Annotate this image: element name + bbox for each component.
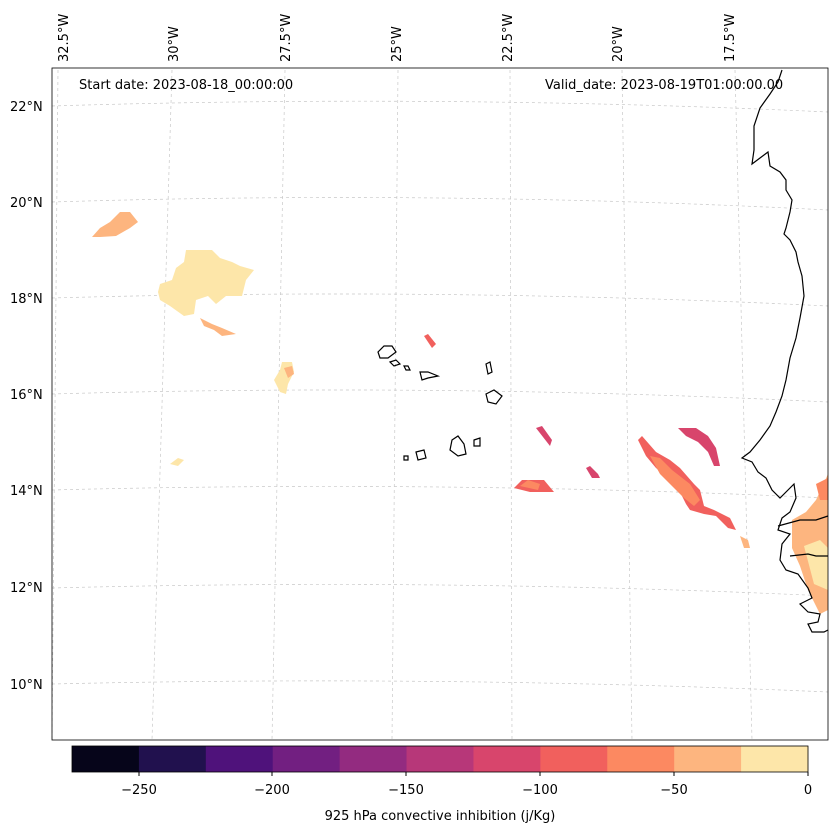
valid-date-label: Valid_date: 2023-08-19T01:00:00.00: [545, 78, 784, 93]
map-gridlines: [51, 69, 829, 741]
colorbar-segment: [741, 746, 809, 772]
lon-tick-label: 32.5°W: [57, 14, 72, 62]
lon-tick-label: 20°W: [611, 26, 626, 62]
lon-tick-label: 25°W: [390, 26, 405, 62]
lon-tick-label: 27.5°W: [279, 14, 294, 62]
colorbar-tick-label: −150: [388, 783, 424, 798]
colorbar-segment: [540, 746, 608, 772]
lat-tick-label: 10°N: [10, 678, 43, 693]
lon-tick-label: 22.5°W: [501, 14, 516, 62]
map-frame: [51, 67, 829, 741]
colorbar-ticks: −250 −200 −150 −100 −50 0: [121, 783, 812, 798]
colorbar-segment: [138, 746, 207, 772]
lon-labels: 32.5°W 30°W 27.5°W 25°W 22.5°W 20°W 17.5…: [57, 14, 738, 62]
coastlines: [377, 69, 829, 633]
colorbar-segment: [406, 746, 474, 772]
colorbar-tick-label: −200: [254, 783, 290, 798]
colorbar-segment: [72, 746, 140, 772]
west-africa-coastline: [740, 69, 829, 633]
colorbar-segment: [674, 746, 742, 772]
lat-tick-label: 18°N: [10, 292, 43, 307]
cin-patch-west: [92, 212, 138, 237]
lat-tick-label: 14°N: [10, 484, 43, 499]
colorbar-tick-label: −250: [121, 783, 157, 798]
colorbar-tick-label: −50: [660, 783, 687, 798]
cape-verde-islands: [377, 345, 397, 359]
colorbar-title: 925 hPa convective inhibition (j/Kg): [324, 809, 556, 824]
colorbar-tick-label: 0: [804, 783, 812, 798]
lat-labels: 22°N 20°N 18°N 16°N 14°N 12°N 10°N: [10, 100, 43, 693]
colorbar-border: [71, 745, 809, 773]
cin-field: [92, 212, 828, 614]
lat-tick-label: 12°N: [10, 581, 43, 596]
colorbar-segment: [272, 746, 341, 772]
colorbar-tick-label: −100: [522, 783, 558, 798]
colorbar-segment: [473, 746, 541, 772]
lon-tick-label: 30°W: [167, 26, 182, 62]
cin-patch-northwest: [158, 250, 254, 316]
colorbar: [71, 745, 809, 776]
lon-tick-label: 17.5°W: [723, 14, 738, 62]
lat-tick-label: 20°N: [10, 196, 43, 211]
colorbar-segment: [339, 746, 408, 772]
start-date-label: Start date: 2023-08-18_00:00:00: [79, 78, 294, 93]
colorbar-segment: [607, 746, 675, 772]
lat-tick-label: 16°N: [10, 388, 43, 403]
colorbar-segment: [205, 746, 274, 772]
lat-tick-label: 22°N: [10, 100, 43, 115]
